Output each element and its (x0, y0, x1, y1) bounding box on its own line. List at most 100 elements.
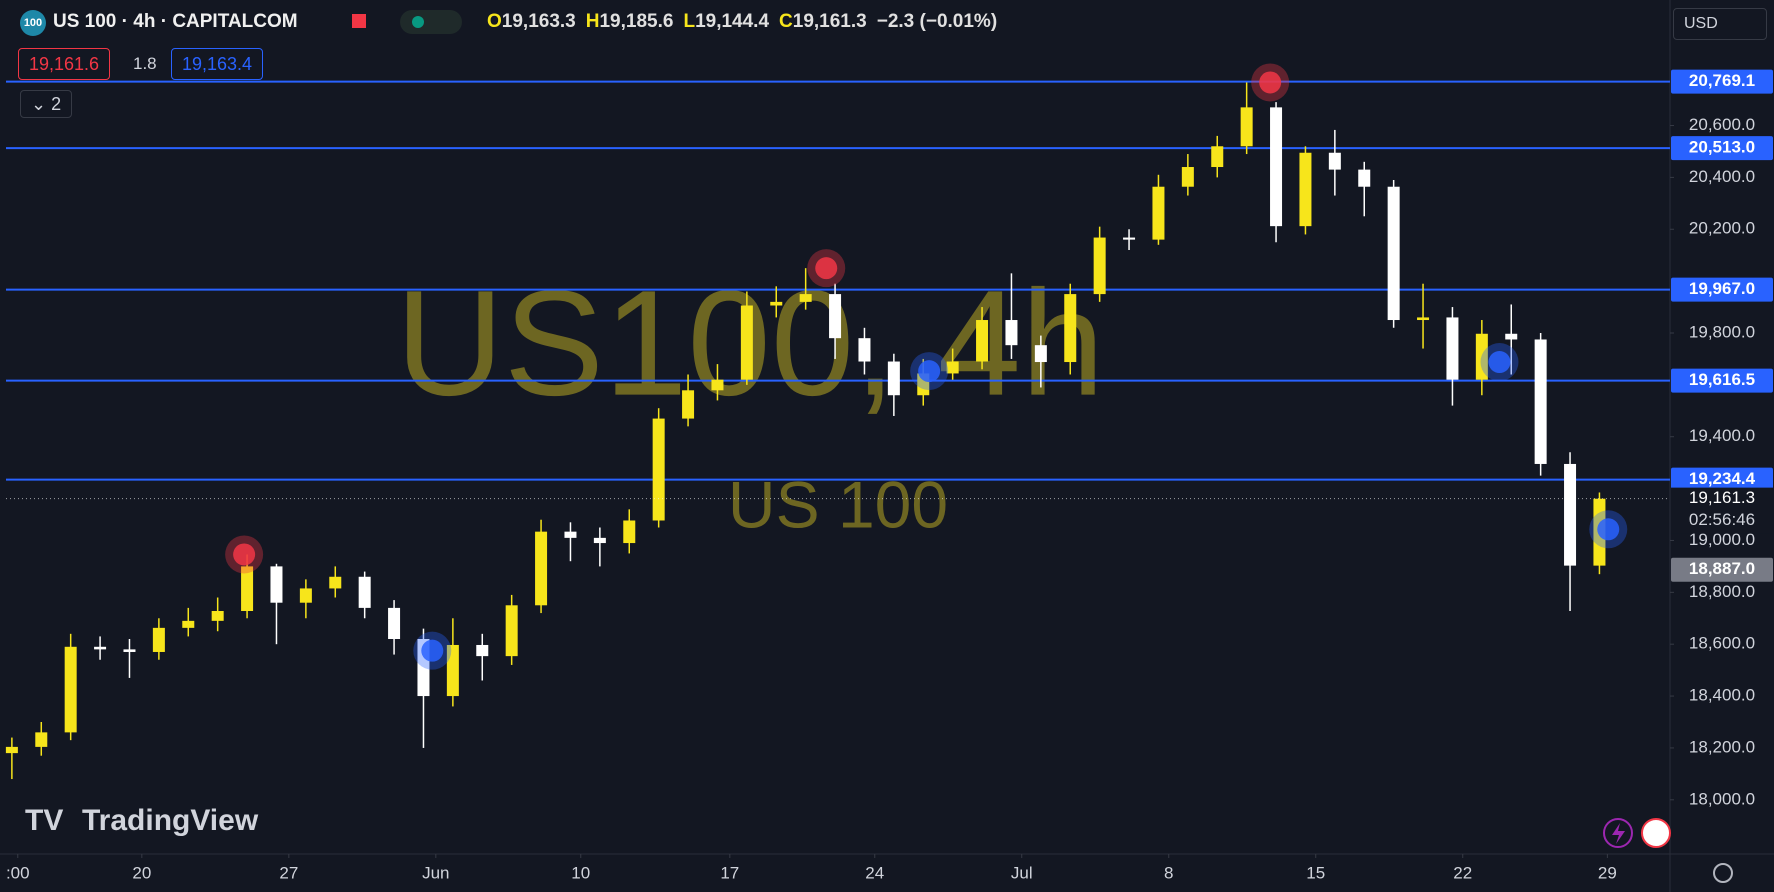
y-tick-label: 19,000.0 (1689, 530, 1755, 549)
candle-body (858, 338, 871, 362)
candle-body (976, 320, 989, 362)
level-label: 20,513.0 (1689, 138, 1755, 157)
x-tick-label: Jul (1011, 863, 1033, 882)
candle-body (1064, 294, 1077, 363)
marker-price-box (1671, 557, 1773, 582)
candle-body (329, 576, 342, 589)
candle-body (770, 301, 783, 306)
candle-body (505, 605, 518, 657)
candle-body (1299, 152, 1312, 227)
spread: 1.8 (133, 54, 157, 73)
level-label-box (1671, 467, 1773, 492)
ohlc-key: L (683, 11, 696, 32)
candle-body (711, 379, 724, 391)
x-tick-label: 8 (1164, 863, 1173, 882)
candle-body (1152, 186, 1165, 240)
ask-button[interactable]: 19,163.4 (171, 48, 264, 80)
pivot-marker (815, 257, 838, 280)
marker-price-label: 18,887.0 (1689, 559, 1755, 578)
y-tick-label: 18,800.0 (1689, 582, 1755, 601)
candle-body (94, 646, 107, 650)
x-tick-label: 17 (720, 863, 739, 882)
ohlc-change: −2.3 (−0.01%) (876, 11, 998, 32)
candle-body (1446, 317, 1459, 380)
currency-selector[interactable]: USD (1673, 8, 1767, 40)
level-label: 20,769.1 (1689, 71, 1755, 90)
y-tick-label: 20,600.0 (1689, 115, 1755, 134)
candle-body (829, 294, 842, 339)
pivot-marker (233, 543, 256, 566)
candle-body (799, 294, 812, 302)
candle-body (241, 566, 254, 612)
y-tick-label: 19,800.0 (1689, 322, 1755, 341)
level-label-box (1671, 69, 1773, 94)
y-tick-label: 20,400.0 (1689, 167, 1755, 186)
x-tick-label: Jun (422, 863, 449, 882)
level-label-box (1671, 277, 1773, 302)
candle-body (1534, 339, 1547, 464)
ohlc-key: O (487, 11, 502, 32)
candle-body (270, 566, 283, 603)
level-label-box (1671, 368, 1773, 393)
candle-body (1240, 107, 1253, 147)
pivot-marker (1259, 71, 1282, 94)
market-flag-icon[interactable] (1641, 818, 1671, 848)
last-price-label: 19,161.3 (1689, 488, 1755, 507)
candle-body (1387, 186, 1400, 321)
candle-body (152, 627, 165, 652)
candle-body (623, 520, 636, 544)
candle-body (1005, 320, 1018, 346)
market-closed-flag (352, 14, 366, 28)
candle-body (1564, 463, 1577, 566)
pivot-marker (421, 639, 444, 662)
x-tick-label: 29 (1598, 863, 1617, 882)
level-label: 19,967.0 (1689, 279, 1755, 298)
candle-body (652, 418, 665, 521)
candle-body (1328, 152, 1341, 170)
y-tick-label: 18,200.0 (1689, 737, 1755, 756)
candle-body (1270, 107, 1283, 227)
candle-body (682, 390, 695, 419)
pivot-marker (1597, 518, 1620, 541)
level-label: 19,616.5 (1689, 370, 1755, 389)
x-tick-label: 24 (865, 863, 884, 882)
candle-body (1417, 317, 1430, 321)
countdown: 02:56:46 (1689, 510, 1755, 529)
candle-body (5, 746, 18, 754)
candle-body (1181, 167, 1194, 187)
candle-body (1475, 333, 1488, 380)
collapse-indicators[interactable]: ⌄ 2 (20, 90, 73, 118)
ohlc-value: 19,144.4 (695, 11, 770, 32)
brand-name: TradingView (82, 804, 259, 837)
candle-body (1211, 146, 1224, 168)
candle-body (535, 531, 548, 606)
symbol-title[interactable]: US 100 · 4h · CAPITALCOM (53, 11, 298, 32)
last-price-box (1671, 487, 1773, 534)
candle-body (182, 620, 195, 628)
x-tick-label: 22 (1453, 863, 1472, 882)
ohlc-value: 19,161.3 (792, 11, 867, 32)
pivot-marker (1488, 351, 1511, 374)
candle-body (64, 646, 77, 733)
candle-body (564, 531, 577, 538)
x-tick-label: 27 (279, 863, 298, 882)
settings-icon[interactable] (1713, 863, 1733, 883)
alert-icon[interactable] (1603, 818, 1633, 848)
ohlc-key: H (585, 11, 600, 32)
level-label: 19,234.4 (1689, 469, 1756, 488)
level-label-box (1671, 136, 1773, 161)
status-pill[interactable] (400, 10, 462, 34)
alert-bolt (1612, 823, 1625, 844)
x-tick-label: 20 (132, 863, 151, 882)
y-tick-label: 19,400.0 (1689, 426, 1755, 445)
candle-body (1505, 333, 1518, 340)
candle-body (740, 305, 753, 380)
ohlc-value: 19,185.6 (599, 11, 674, 32)
candle-body (446, 644, 459, 697)
y-tick-label: 18,400.0 (1689, 686, 1755, 705)
bid-button[interactable]: 19,161.6 (18, 48, 111, 80)
candle-body (211, 611, 224, 621)
